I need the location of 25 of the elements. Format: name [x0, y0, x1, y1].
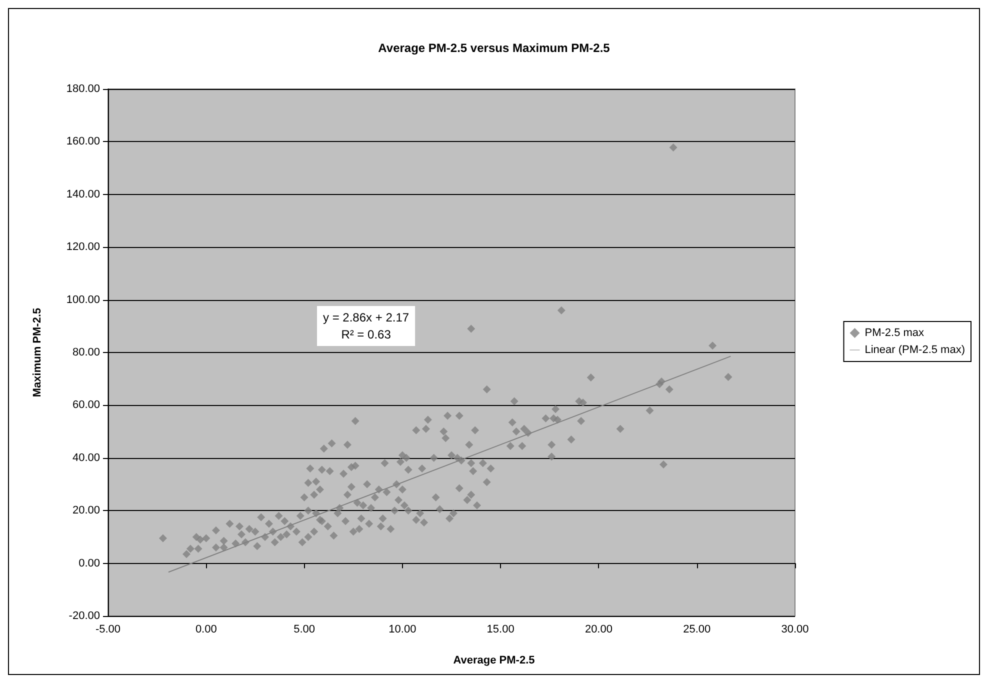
x-tick-label: 30.00	[781, 624, 809, 636]
x-axis-title: Average PM-2.5	[453, 654, 535, 666]
y-tick-label: 100.00	[66, 294, 100, 306]
x-tick-label: 15.00	[486, 624, 514, 636]
y-tick-label: 0.00	[78, 557, 100, 570]
y-tick-label: 140.00	[66, 188, 100, 200]
legend-label: Linear (PM-2.5 max)	[864, 344, 966, 356]
x-tick-label: 0.00	[195, 624, 217, 636]
y-tick-label: 40.00	[72, 452, 100, 464]
x-tick-label: 20.00	[584, 624, 612, 636]
y-tick-label: 180.00	[66, 83, 100, 95]
y-tick-label: 120.00	[66, 241, 100, 254]
y-tick-label: -20.00	[68, 610, 100, 622]
y-axis-title: Maximum PM-2.5	[32, 308, 44, 398]
x-tick-label: 25.00	[683, 624, 711, 636]
y-tick-label: 80.00	[72, 346, 100, 358]
y-tick-label: 160.00	[66, 136, 100, 148]
annotation: y = 2.86x + 2.17 R² = 0.63	[323, 310, 410, 342]
x-tick-label: -5.00	[95, 624, 121, 636]
y-tick-label: 20.00	[72, 504, 100, 517]
x-tick-label: 10.00	[388, 624, 416, 636]
y-tick-label: 60.00	[72, 399, 100, 412]
chart-title: Average PM-2.5 versus Maximum PM-2.5	[378, 41, 610, 55]
legend-label: PM-2.5 max	[864, 327, 925, 339]
x-tick-label: 5.00	[294, 624, 315, 636]
